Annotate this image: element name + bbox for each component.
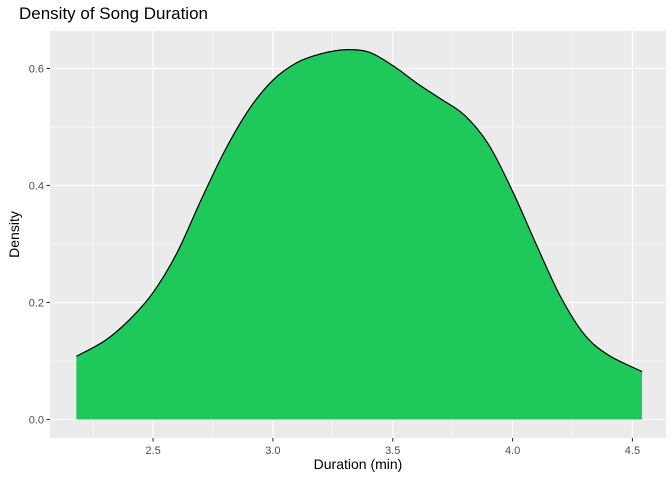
x-tick-label: 3.0 [265, 445, 280, 457]
x-tick-label: 4.5 [625, 445, 640, 457]
y-tick-label: 0.2 [29, 297, 44, 309]
y-tick-label: 0.4 [29, 180, 44, 192]
y-axis-title: Density [6, 211, 22, 258]
density-curve [76, 48, 643, 373]
y-tick-label: 0.0 [29, 415, 44, 427]
x-tick-label: 3.5 [385, 445, 400, 457]
y-tick-label: 0.6 [29, 63, 44, 75]
density-area [76, 49, 643, 420]
x-axis-ticks: 2.5 3.0 3.5 4.0 4.5 [145, 438, 640, 457]
x-tick-label: 4.0 [505, 445, 520, 457]
y-axis-ticks: 0.0 0.2 0.4 0.6 [29, 63, 50, 427]
x-axis-title: Duration (min) [314, 456, 403, 472]
chart-title: Density of Song Duration [19, 4, 208, 23]
x-tick-label: 2.5 [145, 445, 160, 457]
